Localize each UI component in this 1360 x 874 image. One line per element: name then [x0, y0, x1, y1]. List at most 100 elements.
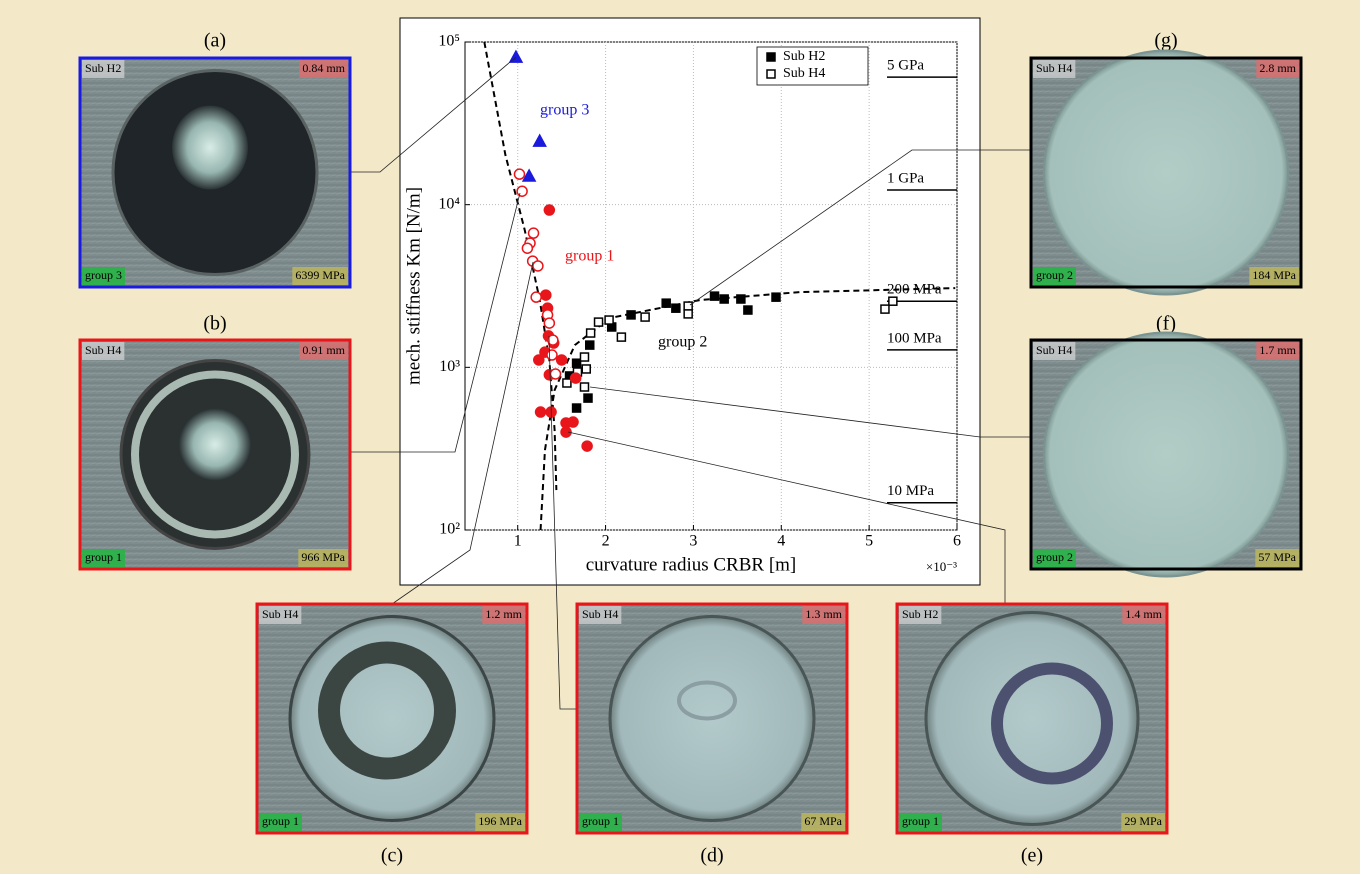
panel-label: (d): [700, 845, 723, 867]
point: [550, 369, 560, 379]
point: [573, 359, 581, 367]
legend-marker: [767, 53, 775, 61]
point: [531, 292, 541, 302]
point: [881, 305, 889, 313]
point: [534, 355, 544, 365]
y-axis-label: mech. stiffness Km [N/m]: [403, 187, 424, 385]
point: [720, 295, 728, 303]
x-tick-label: 1: [514, 533, 522, 550]
reference-label: 5 GPa: [887, 58, 924, 74]
panel-tag: group 2: [1036, 550, 1073, 564]
panel-label: (c): [381, 845, 403, 867]
panel-label: (g): [1154, 30, 1177, 52]
panel-tag: 29 MPa: [1124, 814, 1162, 828]
point: [582, 441, 592, 451]
x-tick-label: 4: [777, 533, 785, 550]
panel-label: (a): [204, 30, 226, 52]
panel-tag: Sub H4: [85, 343, 121, 357]
panel-tag: 1.2 mm: [485, 607, 522, 621]
panel-tag: 966 MPa: [301, 550, 345, 564]
annotation: group 2: [658, 334, 707, 351]
point: [584, 394, 592, 402]
point: [580, 383, 588, 391]
point: [684, 310, 692, 318]
figure: 10²10³10⁴10⁵123456curvature radius CRBR …: [0, 0, 1360, 874]
panel-label: (e): [1021, 845, 1043, 867]
reference-label: 10 MPa: [887, 483, 934, 499]
point: [889, 297, 897, 305]
point: [514, 169, 524, 179]
panel-tag: Sub H2: [85, 61, 121, 75]
point: [744, 306, 752, 314]
droplet-core: [172, 106, 248, 190]
panel-tag: Sub H4: [262, 607, 298, 621]
panel-tag: group 3: [85, 268, 122, 282]
panel-tag: 0.84 mm: [302, 61, 345, 75]
point: [587, 329, 595, 337]
x-tick-label: 6: [953, 533, 961, 550]
point: [544, 205, 554, 215]
panel-tag: 1.4 mm: [1125, 607, 1162, 621]
point: [662, 299, 670, 307]
y-tick-label: 10³: [439, 358, 460, 375]
panel-tag: Sub H2: [902, 607, 938, 621]
reference-label: 1 GPa: [887, 170, 924, 186]
panel-tag: 57 MPa: [1258, 550, 1296, 564]
legend-label: Sub H4: [783, 66, 825, 81]
y-tick-label: 10⁴: [438, 195, 460, 212]
point: [517, 186, 527, 196]
point: [557, 355, 567, 365]
panel-tag: Sub H4: [1036, 343, 1072, 357]
x-multiplier: ×10⁻³: [926, 559, 957, 574]
point: [737, 295, 745, 303]
panel-label: (b): [203, 313, 226, 335]
point: [563, 379, 571, 387]
point: [568, 417, 578, 427]
y-tick-label: 10⁵: [438, 33, 460, 50]
y-tick-label: 10²: [439, 521, 460, 538]
x-axis-label: curvature radius CRBR [m]: [586, 554, 797, 575]
point: [582, 365, 590, 373]
panel-tag: 196 MPa: [478, 814, 522, 828]
annotation: group 1: [565, 248, 614, 265]
panel-tag: 1.3 mm: [805, 607, 842, 621]
reference-label: 100 MPa: [887, 330, 942, 346]
point: [573, 404, 581, 412]
point: [544, 318, 554, 328]
x-tick-label: 2: [602, 533, 610, 550]
point: [595, 318, 603, 326]
point: [672, 304, 680, 312]
panel-tag: Sub H4: [1036, 61, 1072, 75]
panel-tag: group 1: [582, 814, 619, 828]
panel-tag: group 2: [1036, 268, 1073, 282]
point: [711, 292, 719, 300]
droplet: [1044, 51, 1288, 295]
point: [772, 293, 780, 301]
panel-tag: group 1: [85, 550, 122, 564]
plot-area: [465, 42, 957, 530]
point: [533, 261, 543, 271]
point: [586, 341, 594, 349]
annotation: group 3: [540, 102, 589, 119]
point: [641, 313, 649, 321]
legend-label: Sub H2: [783, 49, 825, 64]
panel-tag: 6399 MPa: [295, 268, 345, 282]
point: [617, 333, 625, 341]
point: [547, 350, 557, 360]
panel-tag: Sub H4: [582, 607, 618, 621]
point: [529, 228, 539, 238]
panel-tag: 2.8 mm: [1259, 61, 1296, 75]
legend-marker: [767, 70, 775, 78]
panel-tag: 1.7 mm: [1259, 343, 1296, 357]
x-tick-label: 5: [865, 533, 873, 550]
panel-label: (f): [1156, 313, 1176, 335]
droplet-core: [179, 409, 251, 481]
panel-tag: 67 MPa: [804, 814, 842, 828]
point: [522, 243, 532, 253]
panel-tag: group 1: [902, 814, 939, 828]
point: [541, 290, 551, 300]
panel-tag: 0.91 mm: [302, 343, 345, 357]
point: [536, 407, 546, 417]
droplet: [1044, 333, 1288, 577]
point: [580, 353, 588, 361]
